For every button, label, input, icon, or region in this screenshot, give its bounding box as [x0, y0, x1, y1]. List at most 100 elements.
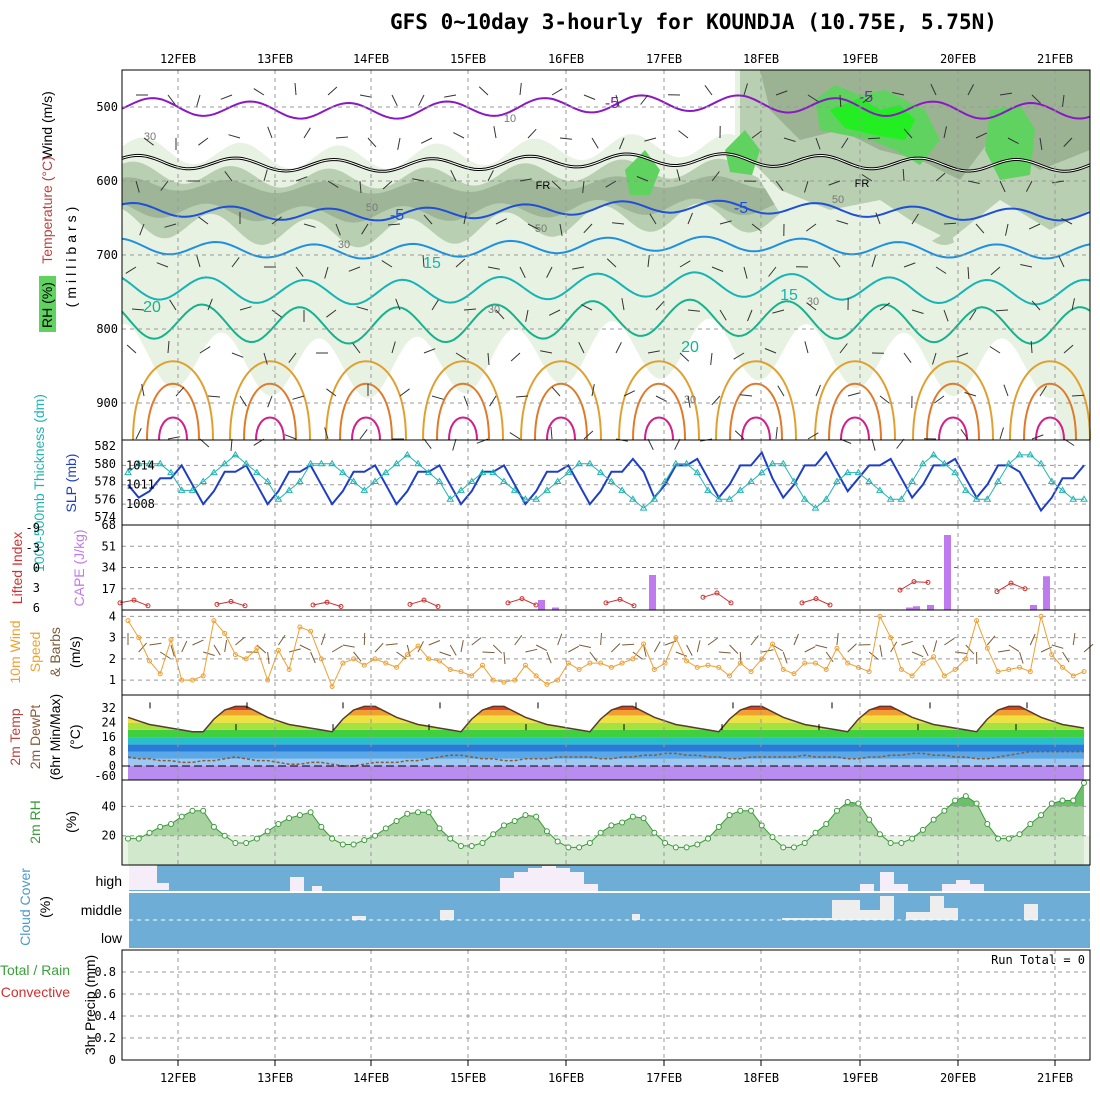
wind-barb [292, 395, 305, 400]
wind10-point [651, 667, 657, 672]
wind10-barb [267, 651, 270, 664]
upper-air-y-tick: 900 [96, 396, 118, 410]
wind-barb [487, 352, 490, 366]
x-tick-top: 19FEB [842, 52, 878, 66]
wind-barb [253, 88, 265, 96]
lifted-index-tick: 6 [33, 601, 40, 615]
rh2m-point [393, 818, 400, 825]
cloud-mid-block [906, 912, 934, 920]
temp-arch-outer [1009, 360, 1091, 441]
cloud-mid-block [930, 896, 944, 920]
wind-barb [382, 180, 393, 190]
lifted-index-point [533, 602, 539, 608]
wind10-barb [793, 633, 799, 646]
rh-fill-low [128, 835, 1084, 865]
wind10-point [1060, 664, 1066, 670]
wind-barb [687, 309, 700, 312]
wind-barb [263, 169, 268, 182]
wind10-point [200, 673, 206, 679]
wind-barb [990, 266, 1001, 276]
cloud-mid-block [632, 914, 640, 920]
wind-barb [775, 180, 784, 191]
cloud-mid-block [352, 916, 366, 920]
thickness-point [886, 495, 895, 502]
rh2m-point [952, 797, 959, 804]
wind-barb [687, 212, 693, 225]
wind-barb [1039, 385, 1047, 397]
precip-tick: 0 [109, 1053, 116, 1067]
thickness-point [693, 468, 702, 476]
rh-moist-bright [830, 98, 915, 140]
rh2m-point [565, 844, 572, 851]
cloud-axis-label: Cloud Cover [17, 868, 33, 946]
thickness-tick: 574 [94, 510, 116, 524]
wind-barb [1058, 255, 1065, 268]
wind10-point [834, 645, 840, 651]
wind10-barb [192, 639, 204, 646]
wind10-point [974, 618, 980, 624]
wind10-barb [632, 651, 643, 660]
thickness-point [543, 486, 551, 493]
wind-barb [815, 384, 821, 397]
wind-barb [612, 222, 625, 225]
wind-barb [239, 306, 252, 311]
wind-barb [1031, 300, 1041, 311]
rh2m-point [705, 835, 712, 842]
slp-tick: 1014 [126, 458, 155, 472]
wind-barb [399, 388, 410, 397]
wind-barb [582, 180, 585, 193]
rh2m-point [651, 829, 658, 836]
rh-contour-label: 30 [684, 394, 696, 406]
rh2m-point [167, 820, 174, 827]
lifted-index-point [214, 601, 220, 607]
wind10-point [555, 677, 561, 683]
wind-barb [527, 223, 539, 230]
wind-barb [271, 216, 282, 225]
wind-barb [327, 86, 338, 96]
wind10-point [673, 635, 679, 641]
rh2m-point [941, 807, 948, 814]
temp-stripe [128, 744, 1084, 752]
wind-barb [644, 137, 657, 142]
rh2m-point [619, 819, 626, 826]
temperature-axis-label: 2m DewPt [27, 705, 43, 770]
thickness-point [671, 459, 680, 467]
lifted-index-point [1022, 586, 1028, 592]
wind10-point [265, 677, 271, 683]
thickness-point [714, 495, 723, 502]
thickness-point [1004, 459, 1013, 467]
cloud-background [129, 865, 1090, 948]
wind-barb [487, 170, 494, 182]
temp-arch-inner [351, 416, 381, 441]
wind10-barb [149, 642, 162, 646]
cape-tick: 51 [102, 539, 116, 553]
lifted-index-point [714, 590, 720, 596]
thickness-point [994, 477, 1002, 484]
wind-barb [207, 298, 213, 311]
rh2m-point [629, 813, 636, 820]
wind-barb [450, 169, 457, 182]
temp-arch-inner [938, 416, 968, 441]
rh2m-panel: 40 20 [102, 779, 1090, 865]
wind-barb [230, 438, 233, 452]
wind-barb [964, 392, 977, 397]
x-tick-top: 17FEB [646, 52, 682, 66]
wind-barb [559, 223, 563, 236]
rh2m-point [769, 834, 776, 841]
temp-arch-mid [729, 382, 783, 441]
wind-barb [967, 266, 970, 280]
wind10-point [275, 647, 281, 653]
wind10-point [372, 656, 378, 662]
upper-air-y-tick: 800 [96, 322, 118, 336]
rh-contour-label: 50 [832, 194, 844, 206]
cloud-high-block [570, 872, 584, 891]
rh2m-point [200, 807, 207, 814]
lifted-index-point [131, 597, 137, 603]
wind10-point [544, 681, 550, 687]
wind-barb [676, 169, 681, 182]
rh2m-point [694, 841, 701, 848]
precip-tick: 0.2 [94, 1031, 116, 1045]
wind10-barb [718, 651, 731, 654]
thickness-point [940, 459, 949, 467]
freezing-level-line-inner [121, 153, 1091, 172]
